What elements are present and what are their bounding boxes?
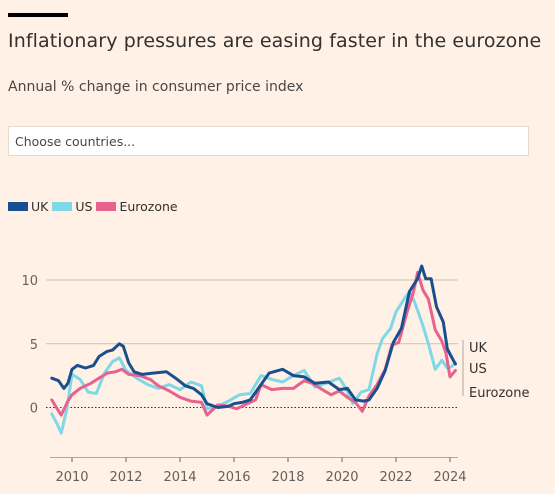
legend-swatch-eurozone	[96, 202, 117, 211]
x-tick-label-2016: 2016	[217, 470, 250, 485]
end-label-us: US	[469, 362, 487, 377]
legend-item-eurozone[interactable]: Eurozone	[96, 199, 178, 214]
x-tick-label-2020: 2020	[325, 470, 358, 485]
y-tick-label-0: 0	[30, 402, 38, 417]
legend-item-us[interactable]: US	[52, 199, 92, 214]
x-tick-label-2024: 2024	[433, 470, 466, 485]
x-tick-label-2022: 2022	[379, 470, 412, 485]
end-label-uk: UK	[469, 341, 488, 356]
chart-subtitle: Annual % change in consumer price index	[8, 79, 304, 95]
country-search-input[interactable]	[8, 126, 529, 156]
x-tick-label-2010: 2010	[55, 470, 88, 485]
end-label-eurozone: Eurozone	[469, 386, 529, 401]
chart-title: Inflationary pressures are easing faster…	[8, 30, 542, 52]
legend-swatch-uk	[8, 202, 28, 211]
series-line-us	[50, 290, 457, 435]
x-tick-label-2018: 2018	[271, 470, 304, 485]
legend: UK US Eurozone	[8, 199, 182, 214]
y-tick-label-10: 10	[21, 274, 38, 289]
legend-label-us: US	[75, 199, 93, 214]
y-tick-label-5: 5	[30, 338, 38, 353]
x-tick-label-2014: 2014	[163, 470, 196, 485]
brand-bar	[8, 13, 68, 17]
legend-swatch-us	[52, 202, 73, 211]
legend-item-uk[interactable]: UK	[8, 199, 48, 214]
legend-label-uk: UK	[31, 199, 49, 214]
x-tick-label-2012: 2012	[109, 470, 142, 485]
legend-label-eurozone: Eurozone	[119, 199, 178, 214]
series-line-uk	[50, 264, 457, 409]
series-line-eurozone	[50, 270, 457, 417]
